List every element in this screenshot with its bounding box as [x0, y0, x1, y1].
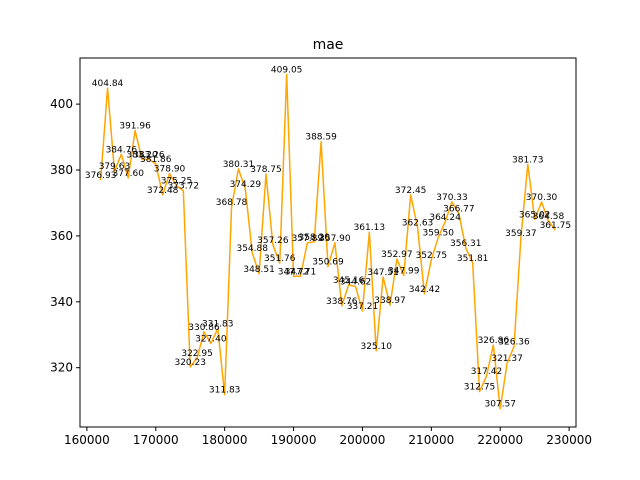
- y-tick-label: 360: [50, 229, 73, 243]
- data-label: 348.51: [243, 265, 275, 275]
- data-label: 381.73: [512, 155, 544, 165]
- data-label: 359.37: [505, 229, 537, 239]
- data-label: 379.63: [99, 162, 131, 172]
- data-label: 378.90: [154, 165, 186, 175]
- data-label: 370.30: [526, 193, 558, 203]
- data-label: 391.96: [119, 122, 151, 132]
- x-tick-label: 200000: [340, 433, 386, 447]
- data-label: 357.26: [257, 236, 289, 246]
- y-tick-label: 320: [50, 361, 73, 375]
- data-label: 321.37: [491, 354, 523, 364]
- data-label: 307.57: [484, 400, 516, 410]
- data-label: 372.48: [147, 186, 179, 196]
- x-tick-label: 190000: [271, 433, 317, 447]
- x-tick-label: 210000: [408, 433, 454, 447]
- data-label: 388.59: [305, 133, 337, 143]
- data-label: 364.24: [429, 213, 461, 223]
- data-label: 358.20: [298, 233, 330, 243]
- data-label: 344.62: [340, 278, 372, 288]
- data-label: 383.26: [133, 150, 165, 160]
- series-line: [99, 73, 556, 410]
- data-label: 374.29: [230, 180, 262, 190]
- y-tick-label: 380: [50, 163, 73, 177]
- data-label: 364.58: [533, 212, 565, 222]
- data-label: 322.95: [181, 349, 213, 359]
- plot-frame: [79, 57, 577, 428]
- x-tick-label: 230000: [546, 433, 592, 447]
- data-label: 330.86: [188, 323, 220, 333]
- data-label: 342.42: [409, 285, 441, 295]
- y-tick-label: 340: [50, 295, 73, 309]
- data-label: 376.93: [85, 171, 117, 181]
- data-label: 356.31: [450, 239, 482, 249]
- data-label: 351.81: [457, 254, 489, 264]
- data-label: 347.71: [285, 267, 317, 277]
- data-label: 380.31: [223, 160, 255, 170]
- data-label: 317.42: [471, 367, 503, 377]
- data-label: 331.83: [202, 320, 234, 330]
- data-label: 351.76: [264, 254, 296, 264]
- data-label: 337.21: [347, 302, 379, 312]
- data-label: 352.97: [381, 250, 413, 260]
- data-label: 326.36: [498, 338, 530, 348]
- data-label: 365.02: [519, 210, 551, 220]
- data-label: 338.76: [326, 297, 358, 307]
- data-label: 378.75: [250, 165, 282, 175]
- data-label: 381.86: [140, 155, 172, 165]
- chart-title: mae: [313, 37, 344, 53]
- data-label: 350.69: [312, 258, 344, 268]
- data-label: 347.99: [388, 266, 420, 276]
- data-label: 377.60: [112, 169, 144, 179]
- data-label: 354.88: [236, 244, 268, 254]
- data-label: 370.33: [436, 193, 468, 203]
- data-label: 368.78: [216, 198, 248, 208]
- x-tick-label: 160000: [64, 433, 110, 447]
- data-label: 373.72: [168, 182, 200, 192]
- data-label: 326.86: [478, 336, 510, 346]
- data-label: 361.75: [540, 221, 572, 231]
- data-label: 338.97: [374, 296, 406, 306]
- data-label: 345.16: [333, 276, 365, 286]
- data-label: 359.50: [422, 229, 454, 239]
- data-label: 366.77: [443, 205, 475, 215]
- data-label: 384.76: [106, 145, 138, 155]
- x-tick-label: 170000: [133, 433, 179, 447]
- data-label: 347.72: [278, 267, 310, 277]
- data-label: 311.83: [209, 386, 241, 396]
- y-tick-label: 400: [50, 97, 73, 111]
- x-tick-label: 180000: [202, 433, 248, 447]
- data-label: 383.20: [126, 150, 158, 160]
- data-label: 362.63: [402, 218, 434, 228]
- data-label: 312.75: [464, 383, 496, 393]
- data-label: 325.10: [360, 342, 392, 352]
- data-label: 320.23: [174, 358, 206, 368]
- data-label: 352.75: [416, 251, 448, 261]
- data-label: 361.13: [354, 223, 386, 233]
- data-label: 404.84: [92, 79, 124, 89]
- plot-area: 376.93 404.84 379.63 384.76 377.60 391.96 383.…: [50, 57, 592, 447]
- data-label: 375.25: [161, 177, 193, 187]
- data-label: 347.51: [367, 268, 399, 278]
- data-label: 409.05: [271, 65, 303, 75]
- data-label: 372.45: [395, 186, 427, 196]
- data-label: 357.89: [292, 234, 324, 244]
- x-tick-label: 220000: [477, 433, 523, 447]
- data-label: 327.40: [195, 334, 227, 344]
- data-label: 357.90: [319, 234, 351, 244]
